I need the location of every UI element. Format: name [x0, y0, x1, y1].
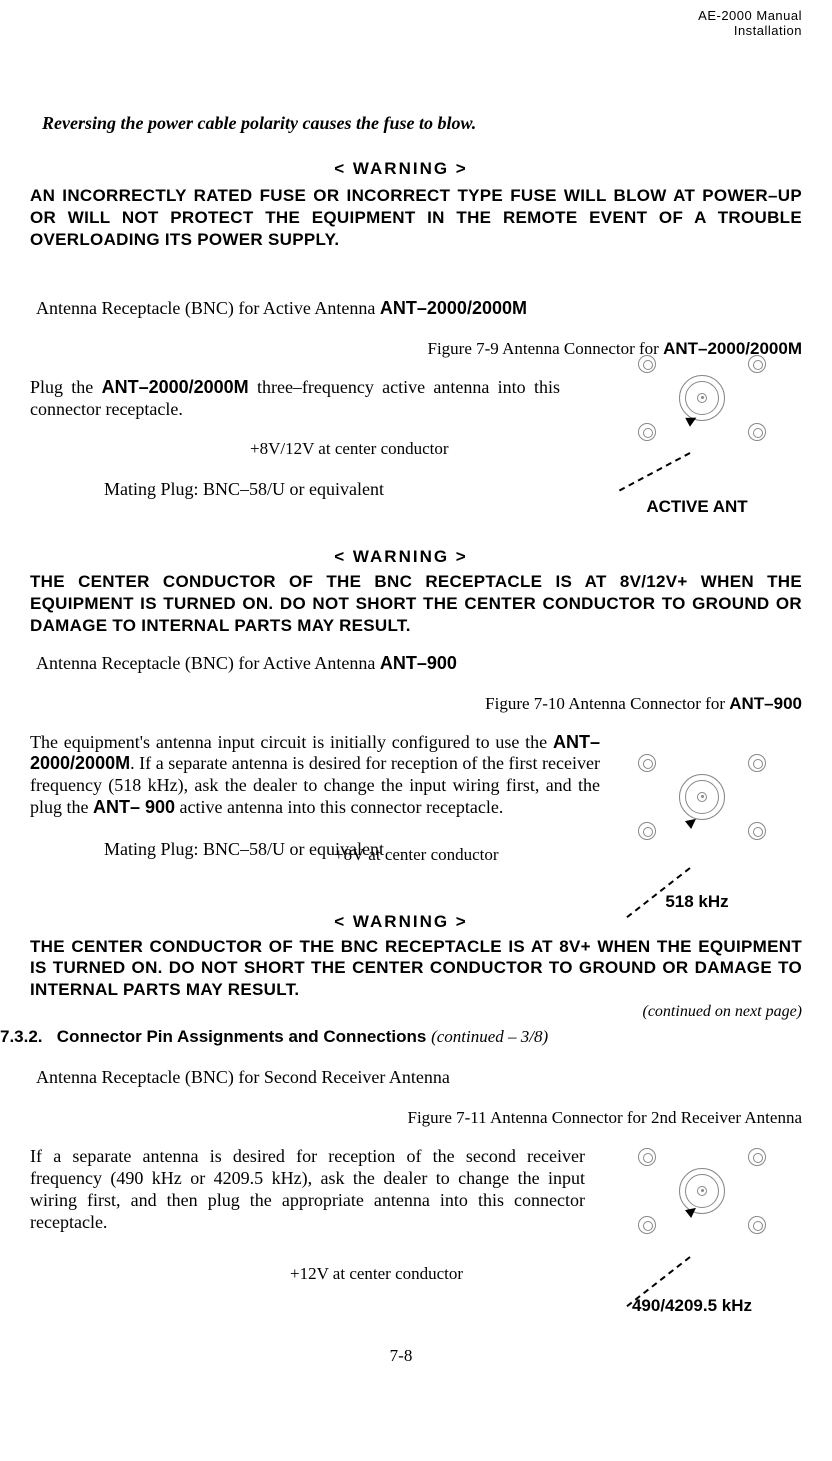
- continued-next-page: (continued on next page): [0, 1003, 802, 1021]
- running-header: AE-2000 Manual Installation: [0, 0, 802, 38]
- section2-overlap: Mating Plug: BNC–58/U or equivalent +8V …: [104, 839, 802, 867]
- warning-tag-1: < WARNING >: [0, 159, 802, 179]
- section1-heading: Antenna Receptacle (BNC) for Active Ante…: [36, 298, 802, 319]
- section3-center-conductor: +12V at center conductor: [290, 1264, 802, 1284]
- subsection-title: Connector Pin Assignments and Connection…: [57, 1027, 427, 1046]
- 518khz-connector-diagram: [632, 752, 772, 842]
- section1-heading-text: Antenna Receptacle (BNC) for Active Ante…: [36, 298, 380, 318]
- figure-7-9-text: Figure 7-9 Antenna Connector for: [427, 339, 663, 358]
- figure-7-10-model: ANT–900: [729, 694, 802, 713]
- warning-body-1: AN INCORRECTLY RATED FUSE OR INCORRECT T…: [30, 185, 802, 250]
- section1-body-pre: Plug the: [30, 377, 102, 397]
- 490-4209-connector-diagram: [632, 1146, 772, 1236]
- active-ant-label: ACTIVE ANT: [612, 497, 782, 517]
- section2-body-model2: ANT– 900: [93, 797, 175, 817]
- subsection-number: 7.3.2.: [0, 1027, 43, 1046]
- section2-heading-text: Antenna Receptacle (BNC) for Active Ante…: [36, 653, 380, 673]
- 490-4209-label: 490/4209.5 kHz: [582, 1296, 802, 1316]
- section2-body: The equipment's antenna input circuit is…: [30, 732, 600, 820]
- 518khz-label: 518 kHz: [632, 892, 762, 912]
- subsection-7-3-2-heading: 7.3.2. Connector Pin Assignments and Con…: [0, 1027, 802, 1047]
- warning-body-3: THE CENTER CONDUCTOR OF THE BNC RECEPTAC…: [30, 936, 802, 1001]
- section2-body-1: The equipment's antenna input circuit is…: [30, 732, 553, 752]
- section2-center-conductor: +8V at center conductor: [334, 845, 499, 865]
- section2-heading-model: ANT–900: [380, 653, 457, 673]
- connector-plate-3: [632, 1146, 772, 1236]
- figure-7-10-text: Figure 7-10 Antenna Connector for: [485, 694, 729, 713]
- connector-plate-2: [632, 752, 772, 842]
- header-line-1: AE-2000 Manual: [0, 8, 802, 23]
- section2-block: The equipment's antenna input circuit is…: [30, 732, 802, 922]
- warning-body-2: THE CENTER CONDUCTOR OF THE BNC RECEPTAC…: [30, 571, 802, 636]
- header-line-2: Installation: [0, 23, 802, 38]
- section2-body-3: active antenna into this connector recep…: [175, 797, 503, 817]
- subsection-continued: (continued – 3/8): [431, 1027, 548, 1046]
- reverse-polarity-note: Reversing the power cable polarity cause…: [42, 113, 802, 134]
- figure-7-10-caption: Figure 7-10 Antenna Connector for ANT–90…: [0, 694, 802, 714]
- section1-body-model: ANT–2000/2000M: [102, 377, 249, 397]
- page-number: 7-8: [0, 1346, 802, 1366]
- figure-7-11-caption: Figure 7-11 Antenna Connector for 2nd Re…: [0, 1108, 802, 1128]
- section1-body: Plug the ANT–2000/2000M three–frequency …: [30, 377, 560, 421]
- warning-tag-2: < WARNING >: [0, 547, 802, 567]
- section3-block: If a separate antenna is desired for rec…: [30, 1146, 802, 1316]
- section3-body: If a separate antenna is desired for rec…: [30, 1146, 585, 1234]
- page: AE-2000 Manual Installation Reversing th…: [0, 0, 832, 1461]
- section1-block: Plug the ANT–2000/2000M three–frequency …: [30, 377, 802, 547]
- section2-heading: Antenna Receptacle (BNC) for Active Ante…: [36, 653, 802, 674]
- section3-heading: Antenna Receptacle (BNC) for Second Rece…: [36, 1067, 802, 1088]
- connector-plate: [632, 353, 772, 443]
- active-ant-connector-diagram: [632, 353, 772, 443]
- section1-heading-model: ANT–2000/2000M: [380, 298, 527, 318]
